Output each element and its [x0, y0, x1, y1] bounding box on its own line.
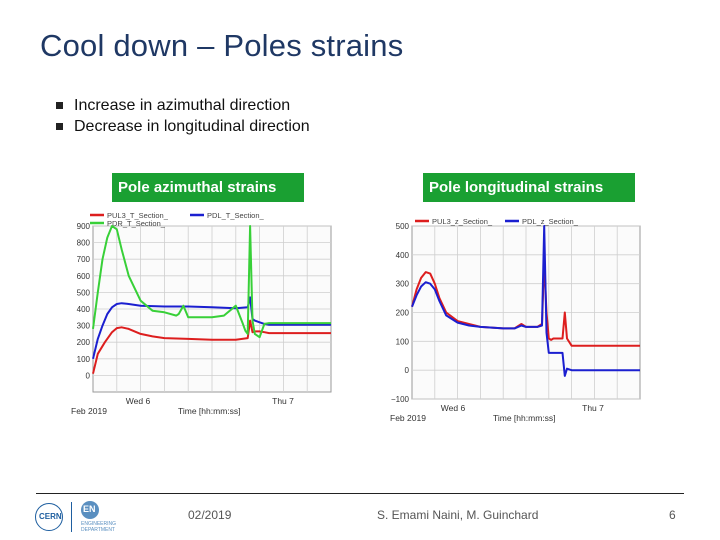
y-tick-label: 900 [77, 222, 91, 231]
y-tick-label: 300 [77, 322, 91, 331]
series-line [92, 296, 331, 360]
square-bullet-icon [56, 102, 63, 109]
series-line [92, 225, 331, 339]
legend-label: PUL3_T_Section_ [107, 211, 169, 220]
date-label: Feb 2019 [71, 406, 107, 416]
y-tick-label: 200 [77, 338, 91, 347]
x-tick-label: Thu 7 [272, 396, 294, 406]
square-bullet-icon [56, 123, 63, 130]
longitudinal-strains-chart: −100 0 100 200 300 400 500 PUL3_z_Section_ PDL_z… [390, 217, 641, 423]
bullet-text: Increase in azimuthal direction [74, 96, 291, 114]
legend-label: PDL_T_Section_ [207, 211, 265, 220]
x-axis-label: Time [hh:mm:ss] [493, 413, 556, 423]
x-axis-label: Time [hh:mm:ss] [178, 406, 241, 416]
bullet-text: Decrease in longitudinal direction [74, 117, 310, 135]
en-department-logo-icon: EN [81, 501, 99, 519]
y-tick-label: 100 [396, 337, 410, 346]
cern-logo-icon: CERN [35, 503, 63, 531]
page-number: 6 [669, 508, 676, 522]
y-tick-label: 200 [396, 309, 410, 318]
azimuthal-chart-title: Pole azimuthal strains [112, 173, 304, 202]
slide-title: Cool down – Poles strains [40, 28, 404, 63]
y-tick-label: 400 [77, 305, 91, 314]
y-tick-label: 500 [77, 288, 91, 297]
series-line [411, 225, 640, 377]
bullet-list: Increase in azimuthal direction Decrease… [56, 95, 310, 137]
legend-label: PDL_z_Section_ [522, 217, 579, 226]
y-tick-label: −100 [391, 395, 410, 404]
logo-separator [71, 502, 72, 532]
footer-date: 02/2019 [188, 508, 232, 522]
y-tick-label: 800 [77, 239, 91, 248]
legend-label: PDR_T_Section_ [107, 219, 166, 228]
bullet-item: Increase in azimuthal direction [56, 95, 310, 116]
y-tick-label: 100 [77, 355, 91, 364]
y-tick-label: 600 [77, 272, 91, 281]
y-tick-label: 0 [86, 371, 91, 380]
footer-divider [36, 493, 684, 494]
series-line [411, 259, 640, 347]
footer-author: S. Emami Naini, M. Guinchard [377, 508, 539, 522]
en-department-label: ENGINEERING DEPARTMENT [81, 521, 117, 533]
y-tick-label: 700 [77, 255, 91, 264]
y-tick-label: 500 [396, 222, 410, 231]
azimuthal-strains-chart: 0 100 200 300 400 500 600 700 800 900 PUL3_T_Secti… [71, 211, 332, 416]
y-tick-label: 300 [396, 280, 410, 289]
x-tick-label: Wed 6 [126, 396, 151, 406]
date-label: Feb 2019 [390, 413, 426, 423]
y-tick-label: 0 [405, 366, 410, 375]
x-tick-label: Thu 7 [582, 403, 604, 413]
bullet-item: Decrease in longitudinal direction [56, 116, 310, 137]
y-tick-label: 400 [396, 251, 410, 260]
longitudinal-chart-title: Pole longitudinal strains [423, 173, 635, 202]
series-line [92, 319, 331, 374]
legend-label: PUL3_z_Section_ [432, 217, 493, 226]
x-tick-label: Wed 6 [441, 403, 466, 413]
